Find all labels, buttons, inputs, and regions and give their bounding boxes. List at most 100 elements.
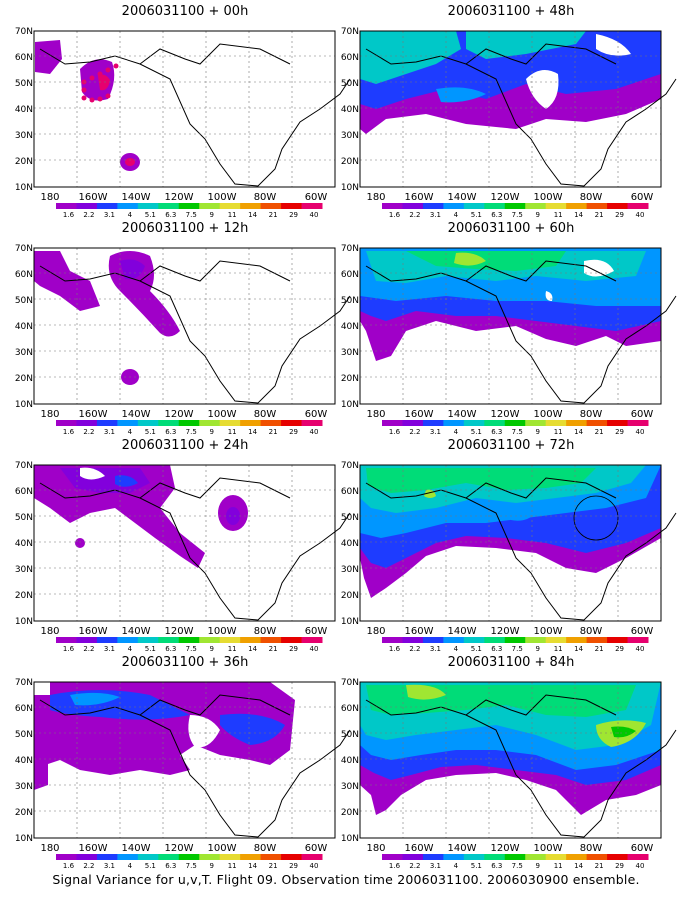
colorbar: 1.6 2.2 3.1 4 5.1 6.3 7.5 9 11 14 21 29 40 [382, 203, 649, 219]
colorbar-swatch [76, 203, 98, 209]
panel-36h: 2006031100 + 36h 180 160W 140W 120W [15, 655, 351, 875]
colorbar-swatch [96, 420, 118, 426]
colorbar-swatch [117, 854, 139, 860]
x-tick: 60W [631, 409, 654, 420]
colorbar-swatch [56, 203, 77, 209]
y-tick: 20N [15, 591, 33, 601]
x-tick: 60W [305, 192, 328, 203]
colorbar-swatch [301, 203, 323, 209]
map-48h: 180 160W 140W 120W 100W 80W 60W 70N 60N 50N 40N 30… [341, 27, 677, 219]
colorbar-swatch [301, 420, 323, 426]
y-tick: 70N [15, 461, 33, 471]
colorbar-label: 7.5 [512, 428, 523, 436]
colorbar-swatch [199, 203, 221, 209]
y-tick: 70N [15, 244, 33, 254]
y-tick: 70N [341, 461, 359, 471]
colorbar-swatch [443, 854, 465, 860]
colorbar-swatch [607, 420, 629, 426]
colorbar-label: 14 [248, 211, 257, 219]
panel-title: 2006031100 + 72h [447, 438, 575, 453]
colorbar: 1.6 2.2 3.1 4 5.1 6.3 7.5 9 11 14 21 29 40 [382, 420, 649, 436]
x-tick: 100W [208, 843, 237, 854]
colorbar-label: 40 [310, 428, 319, 436]
y-tick: 70N [341, 678, 359, 688]
colorbar-swatch [443, 637, 465, 643]
colorbar-label: 14 [574, 211, 583, 219]
colorbar-label: 21 [269, 211, 278, 219]
y-tick: 40N [15, 105, 33, 115]
colorbar-swatch [607, 854, 629, 860]
colorbar-swatch [199, 854, 221, 860]
colorbar-label: 40 [310, 645, 319, 653]
colorbar-label: 21 [595, 211, 604, 219]
x-tick: 80W [580, 626, 603, 637]
colorbar-swatch [545, 420, 567, 426]
colorbar-label: 7.5 [186, 428, 197, 436]
colorbar-swatch [422, 420, 444, 426]
colorbar-swatch [240, 854, 262, 860]
colorbar-swatch [463, 203, 485, 209]
y-tick: 40N [341, 539, 359, 549]
colorbar-label: 1.6 [63, 645, 75, 653]
x-tick: 100W [534, 843, 563, 854]
colorbar-swatch [158, 854, 180, 860]
y-tick: 60N [15, 704, 33, 714]
panel-title: 2006031100 + 48h [447, 4, 575, 19]
colorbar-swatch [199, 420, 221, 426]
y-tick: 60N [341, 704, 359, 714]
y-tick: 60N [341, 270, 359, 280]
colorbar-label: 21 [595, 428, 604, 436]
colorbar-swatch [402, 203, 424, 209]
y-tick: 20N [15, 374, 33, 384]
colorbar-swatch [566, 203, 588, 209]
y-tick: 10N [15, 400, 33, 410]
colorbar-swatch [586, 637, 608, 643]
panel-title: 2006031100 + 24h [121, 438, 249, 453]
colorbar-label: 14 [574, 862, 583, 870]
colorbar-label: 9 [535, 211, 539, 219]
x-tick: 180 [366, 626, 385, 637]
x-tick: 100W [534, 626, 563, 637]
colorbar-swatch [137, 203, 159, 209]
colorbar-label: 11 [554, 211, 563, 219]
colorbar-swatch [260, 637, 282, 643]
colorbar: 1.6 2.2 3.1 4 5.1 6.3 7.5 9 11 14 21 29 40 [382, 854, 649, 870]
colorbar-swatch [96, 203, 118, 209]
y-tick: 70N [15, 27, 33, 37]
x-tick: 140W [448, 192, 477, 203]
y-tick: 30N [15, 565, 33, 575]
colorbar-label: 5.1 [145, 428, 156, 436]
x-tick: 140W [448, 409, 477, 420]
y-tick: 20N [341, 374, 359, 384]
colorbar-swatch [627, 203, 649, 209]
colorbar-label: 9 [535, 862, 539, 870]
colorbar-label: 11 [228, 211, 237, 219]
colorbar-swatch [137, 420, 159, 426]
x-tick: 60W [305, 409, 328, 420]
map-12h: 180 160W 140W 120W 100W 80W 60W 70N 60N 50N 40N 30… [15, 244, 351, 436]
colorbar-label: 14 [574, 428, 583, 436]
panel-48h: 2006031100 + 48h 180 160W 140W 120W [341, 4, 677, 224]
colorbar: 1.6 2.2 3.1 4 5.1 6.3 7.5 9 11 14 21 29 40 [56, 420, 323, 436]
colorbar-swatch [484, 637, 506, 643]
y-tick: 10N [341, 834, 359, 844]
colorbar-swatch [525, 854, 547, 860]
colorbar-label: 9 [535, 645, 539, 653]
colorbar-label: 3.1 [104, 862, 115, 870]
x-tick: 100W [534, 192, 563, 203]
x-tick: 100W [534, 409, 563, 420]
colorbar-label: 29 [615, 645, 624, 653]
colorbar-swatch [607, 203, 629, 209]
y-tick: 60N [341, 53, 359, 63]
y-tick: 60N [15, 270, 33, 280]
x-tick: 160W [405, 409, 434, 420]
colorbar-label: 21 [595, 862, 604, 870]
colorbar-swatch [586, 420, 608, 426]
colorbar-swatch [545, 203, 567, 209]
panel-84h: 2006031100 + 84h 180 160 [341, 655, 677, 875]
map-72h: 180 160W 140W 120W 100W 80W 60W 70N 60N 50N 40N 30… [341, 461, 677, 653]
colorbar-swatch [607, 637, 629, 643]
colorbar-swatch [117, 420, 139, 426]
colorbar-swatch [463, 420, 485, 426]
y-tick: 10N [341, 183, 359, 193]
